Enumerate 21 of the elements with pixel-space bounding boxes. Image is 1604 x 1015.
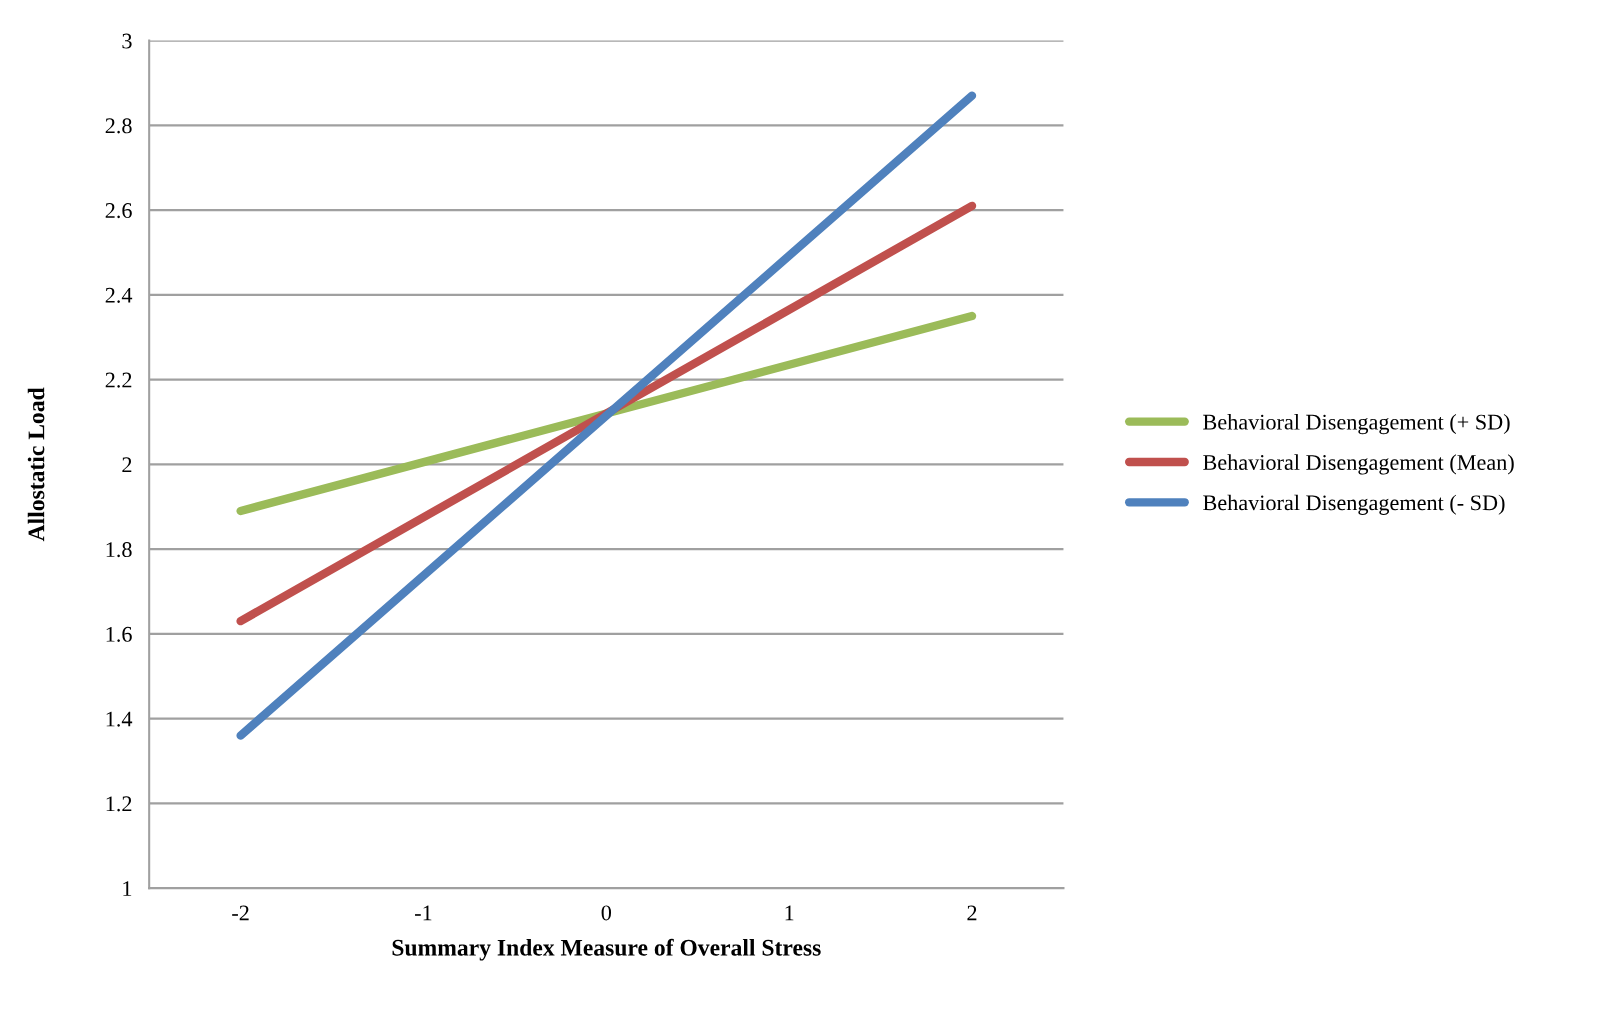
- y-axis-title: Allostatic Load: [27, 387, 45, 542]
- legend-label: Behavioral Disengagement (+ SD): [1203, 413, 1510, 435]
- y-tick-label: 1.8: [106, 542, 132, 558]
- y-tick-label: 2.2: [105, 372, 132, 388]
- y-tick-label: 1.2: [106, 796, 132, 812]
- x-tick-label: -2: [232, 905, 249, 921]
- y-tick-label: 1: [123, 881, 132, 896]
- x-tick-label: 0: [601, 905, 612, 921]
- y-tick-label: 3: [122, 33, 132, 49]
- x-tick-label: 1: [785, 905, 794, 921]
- y-tick-label: 2: [122, 457, 132, 473]
- y-tick-label: 2.4: [105, 287, 133, 303]
- x-tick-label: 2: [967, 905, 977, 921]
- y-tick-label: 2.6: [105, 203, 132, 219]
- y-tick-label: 2.8: [105, 118, 132, 134]
- x-axis-title: Summary Index Measure of Overall Stress: [392, 938, 821, 961]
- legend-label: Behavioral Disengagement (- SD): [1203, 494, 1505, 515]
- legend-label: Behavioral Disengagement (Mean): [1203, 454, 1514, 475]
- y-tick-label: 1.4: [106, 711, 133, 727]
- x-tick-label: -1: [415, 905, 432, 921]
- y-tick-label: 1.6: [106, 626, 132, 642]
